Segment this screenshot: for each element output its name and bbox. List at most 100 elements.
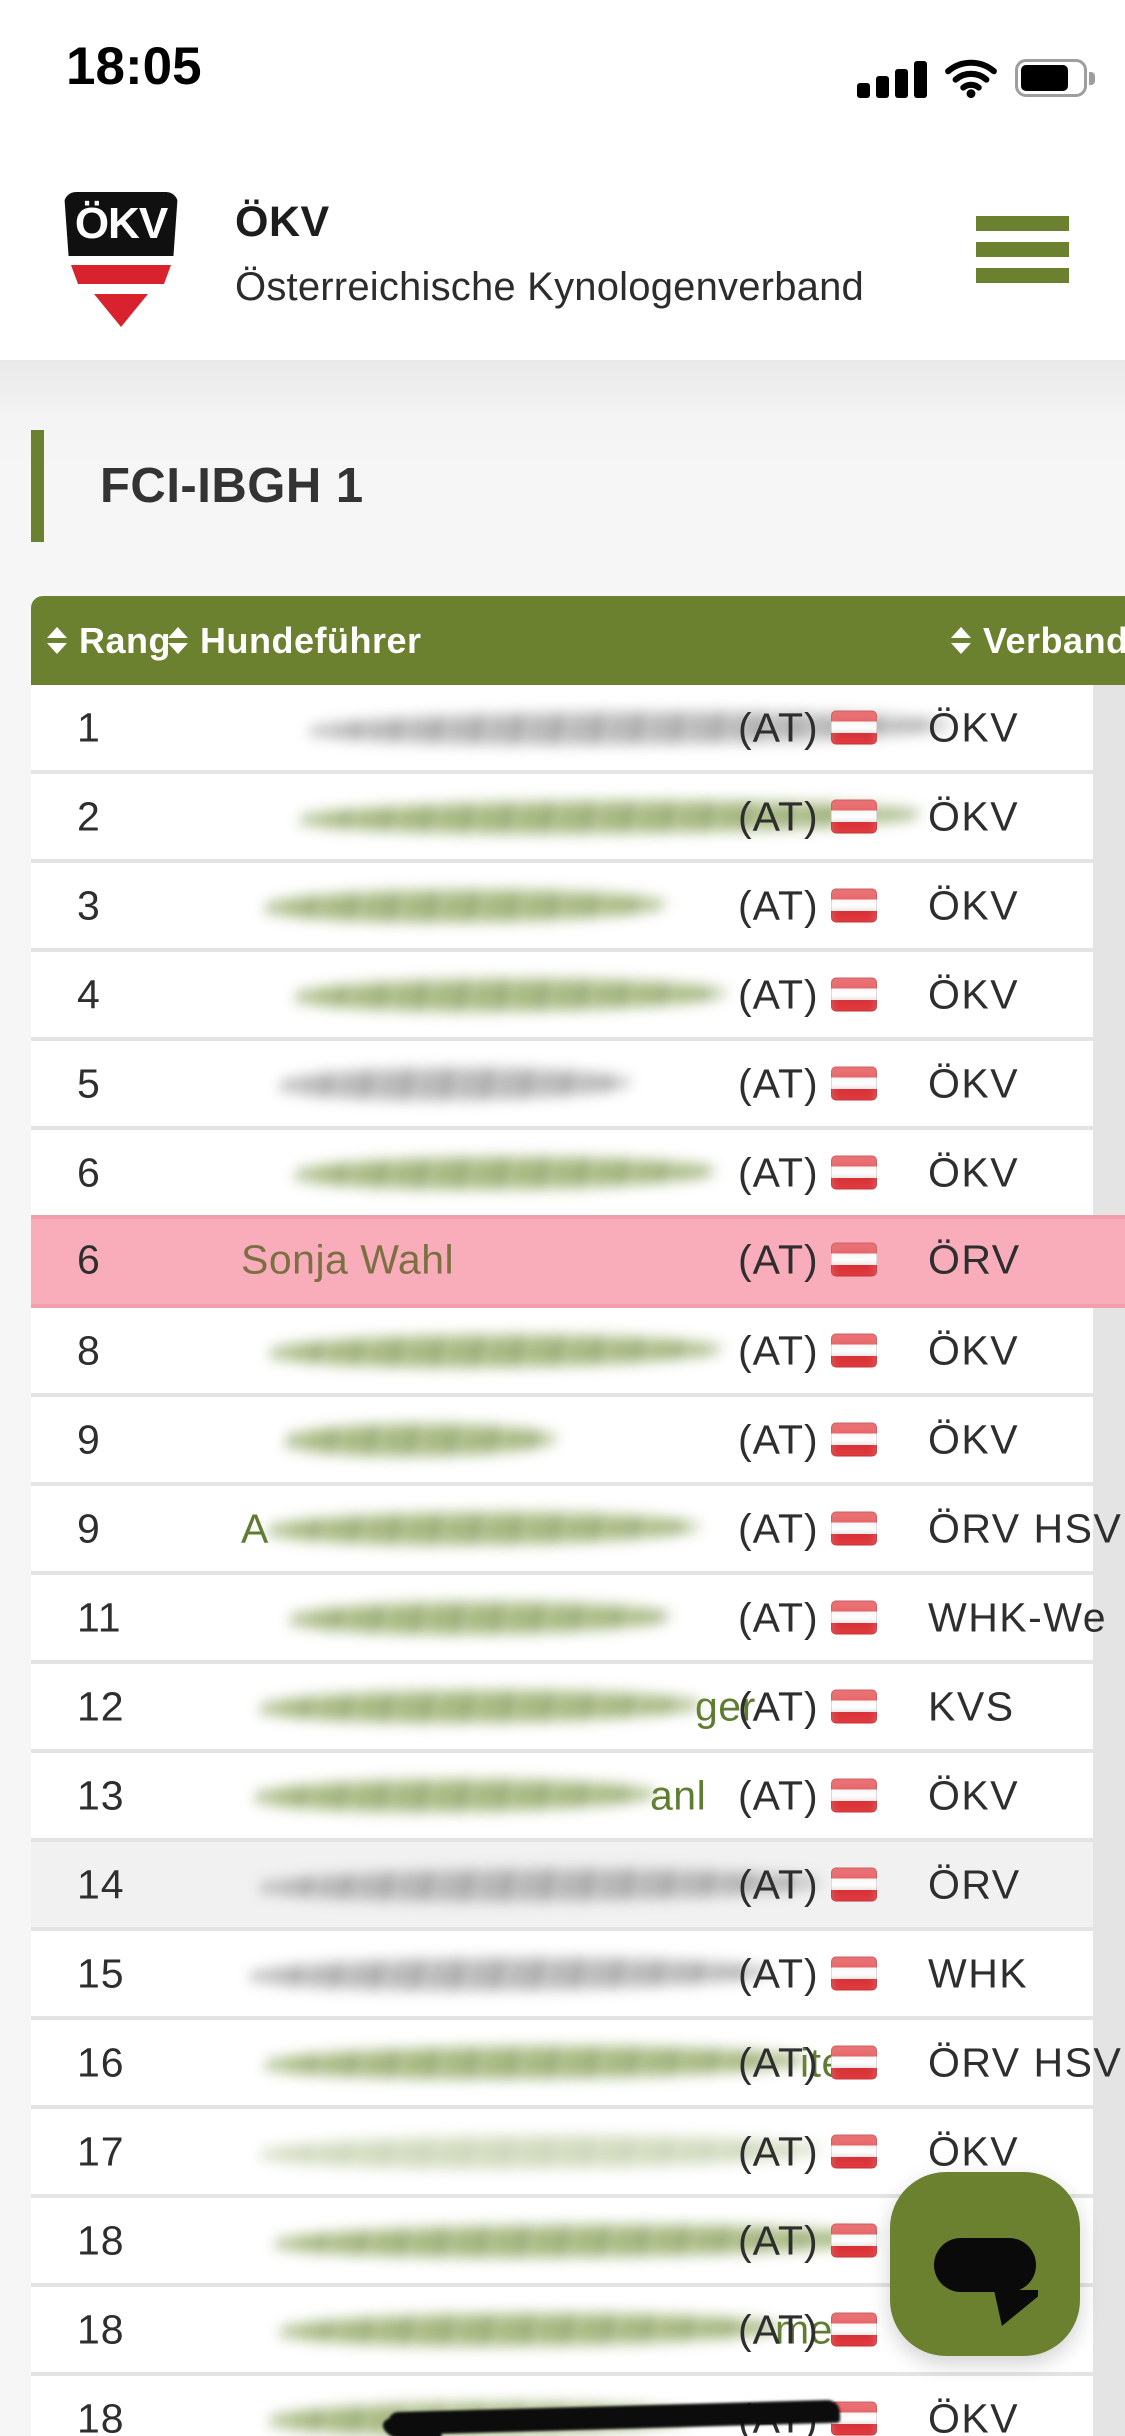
column-header-rang[interactable]: Rang bbox=[47, 596, 171, 685]
rank-cell: 18 bbox=[77, 2217, 125, 2263]
country-code: (AT) bbox=[738, 1416, 819, 1462]
country-code: (AT) bbox=[738, 971, 819, 1017]
name-fragment: ger bbox=[695, 1683, 756, 1729]
country-code: (AT) bbox=[738, 1236, 819, 1282]
country-cell: (AT) bbox=[738, 882, 877, 929]
country-cell: (AT) bbox=[738, 1060, 877, 1107]
handler-name-link[interactable] bbox=[241, 1599, 673, 1636]
country-code: (AT) bbox=[738, 1861, 819, 1907]
austria-flag-icon bbox=[830, 888, 877, 923]
country-code: (AT) bbox=[738, 1327, 819, 1373]
table-row: 6 Sonja Wahl (AT) ÖRV bbox=[31, 1215, 1125, 1304]
handler-name-link[interactable] bbox=[241, 1332, 723, 1369]
country-cell: (AT) bbox=[738, 1861, 877, 1908]
logo-red-stripe bbox=[71, 265, 171, 284]
redacted-name-scribble bbox=[289, 1599, 673, 1636]
handler-name-link[interactable] bbox=[241, 1954, 773, 1993]
austria-flag-icon bbox=[830, 2134, 877, 2169]
club-cell: WHK-We bbox=[928, 1594, 1108, 1640]
country-code: (AT) bbox=[738, 1683, 819, 1729]
rank-cell: 8 bbox=[77, 1327, 101, 1373]
country-cell: (AT) bbox=[738, 2128, 877, 2175]
austria-flag-icon bbox=[830, 1600, 877, 1635]
battery-icon bbox=[1015, 59, 1095, 97]
handler-name-link[interactable] bbox=[241, 1065, 633, 1102]
rank-cell: 9 bbox=[77, 1505, 101, 1551]
name-fragment: anl bbox=[650, 1772, 707, 1818]
redacted-name-scribble bbox=[279, 2310, 783, 2349]
redacted-name-scribble bbox=[264, 2043, 808, 2082]
austria-flag-icon bbox=[830, 2045, 877, 2080]
handler-name-link[interactable] bbox=[241, 1422, 558, 1457]
club-cell: ÖRV HSV bbox=[928, 2039, 1123, 2085]
hamburger-menu-icon[interactable] bbox=[976, 216, 1069, 294]
austria-flag-icon bbox=[830, 1422, 877, 1457]
handler-name-link[interactable] bbox=[241, 887, 668, 924]
table-row: 14 (AT) ÖRV bbox=[31, 1842, 1093, 1927]
handler-name-link[interactable]: ger bbox=[241, 1683, 756, 1730]
status-icons bbox=[857, 54, 1095, 98]
club-cell: ÖRV bbox=[928, 1861, 1021, 1907]
country-cell: (AT) bbox=[738, 1236, 877, 1283]
handler-name: Sonja Wahl bbox=[241, 1236, 455, 1282]
country-code: (AT) bbox=[738, 2128, 819, 2174]
page-content: FCI-IBGH 1 Rang Hundeführer Verband 1 (AT… bbox=[0, 360, 1125, 2436]
rank-cell: 12 bbox=[77, 1683, 125, 1729]
column-header-verband[interactable]: Verband bbox=[951, 596, 1125, 685]
country-cell: (AT) bbox=[738, 2217, 877, 2264]
redacted-name-scribble bbox=[269, 1332, 723, 1369]
austria-flag-icon bbox=[830, 1511, 877, 1546]
country-cell: (AT) bbox=[738, 793, 877, 840]
rank-cell: 4 bbox=[77, 971, 101, 1017]
table-row: 1 (AT) ÖKV bbox=[31, 685, 1093, 770]
title-accent-bar bbox=[31, 430, 44, 542]
redacted-name-scribble bbox=[294, 1154, 718, 1191]
chat-bubble-tail bbox=[994, 2290, 1038, 2326]
page-title: FCI-IBGH 1 bbox=[100, 459, 364, 513]
country-code: (AT) bbox=[738, 2217, 819, 2263]
okv-logo-text: ÖKV bbox=[74, 199, 168, 248]
austria-flag-icon bbox=[830, 1778, 877, 1813]
table-row: 12 ger (AT) KVS bbox=[31, 1664, 1093, 1749]
country-code: (AT) bbox=[738, 2039, 819, 2085]
club-cell: WHK bbox=[928, 1950, 1029, 1996]
redacted-name-scribble bbox=[294, 976, 728, 1013]
handler-name-link[interactable] bbox=[241, 2132, 823, 2171]
handler-name-link[interactable] bbox=[241, 1154, 718, 1191]
austria-flag-icon bbox=[830, 2312, 877, 2347]
country-cell: (AT) bbox=[738, 1505, 877, 1552]
redacted-name-scribble bbox=[284, 1422, 558, 1457]
country-code: (AT) bbox=[738, 1594, 819, 1640]
austria-flag-icon bbox=[830, 1333, 877, 1368]
column-label: Verband bbox=[983, 619, 1125, 661]
country-code: (AT) bbox=[738, 1950, 819, 1996]
table-row: 16 iter (AT) ÖRV HSV bbox=[31, 2020, 1121, 2105]
country-code: (AT) bbox=[738, 1505, 819, 1551]
column-label: Rang bbox=[79, 619, 171, 661]
cellular-signal-icon bbox=[857, 54, 927, 98]
handler-name-link[interactable]: A bbox=[241, 1505, 701, 1552]
club-cell: ÖKV bbox=[928, 2395, 1020, 2436]
rank-cell: 13 bbox=[77, 1772, 125, 1818]
table-row: 3 (AT) ÖKV bbox=[31, 863, 1093, 948]
rank-cell: 15 bbox=[77, 1950, 125, 1996]
redacted-name-scribble bbox=[267, 1510, 701, 1547]
country-cell: (AT) bbox=[738, 1772, 877, 1819]
handler-name-link[interactable] bbox=[241, 976, 728, 1013]
country-code: (AT) bbox=[738, 1149, 819, 1195]
column-header-hundefuehrer[interactable]: Hundeführer bbox=[168, 596, 422, 685]
table-row: 9 (AT) ÖKV bbox=[31, 1397, 1093, 1482]
austria-flag-icon bbox=[830, 1867, 877, 1902]
okv-logo[interactable]: ÖKV bbox=[64, 192, 178, 338]
table-row: 13 anl (AT) ÖKV bbox=[31, 1753, 1093, 1838]
club-cell: ÖKV bbox=[928, 1149, 1020, 1195]
handler-name-link[interactable]: Sonja Wahl bbox=[241, 1236, 454, 1283]
site-subtitle: Österreichische Kynologenverband bbox=[235, 265, 864, 309]
country-code: (AT) bbox=[738, 2306, 819, 2352]
austria-flag-icon bbox=[830, 2223, 877, 2258]
redacted-name-scribble bbox=[249, 1954, 773, 1993]
chat-button[interactable] bbox=[890, 2172, 1080, 2356]
handler-name-link[interactable]: anl bbox=[241, 1772, 706, 1819]
handler-name-link[interactable] bbox=[241, 1865, 823, 1904]
country-code: (AT) bbox=[738, 793, 819, 839]
